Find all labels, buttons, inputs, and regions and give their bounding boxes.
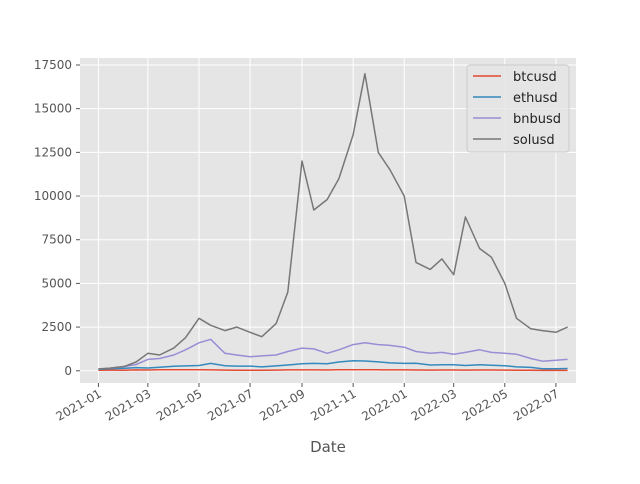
y-tick-label: 7500 <box>41 233 72 247</box>
y-tick-label: 17500 <box>34 58 72 72</box>
series-line-solusd <box>98 72 568 370</box>
x-tick-label: 2021-01 <box>54 386 104 423</box>
x-tick-label: 2022-05 <box>460 386 510 423</box>
x-axis-label: Date <box>310 438 346 456</box>
series-line-ethusd <box>98 360 568 371</box>
x-tick-label: 2021-11 <box>308 386 358 423</box>
legend-label-ethusd: ethusd <box>513 91 558 106</box>
y-tick-label: 2500 <box>41 320 72 334</box>
series-line-bnbusd <box>98 338 568 370</box>
legend-box <box>466 64 570 153</box>
legend: btcusd ethusd bnbusd solusd <box>466 64 570 153</box>
y-tick-label: 0 <box>64 364 72 378</box>
y-tick-label: 5000 <box>41 276 72 290</box>
x-tick-label: 2021-05 <box>154 386 204 423</box>
series-line-btcusd <box>98 368 568 372</box>
y-tick-label: 10000 <box>34 189 72 203</box>
y-tick-label: 15000 <box>34 102 72 116</box>
x-tick-label: 2021-09 <box>257 386 307 423</box>
legend-label-btcusd: btcusd <box>513 70 557 85</box>
legend-label-solusd: solusd <box>513 133 555 148</box>
x-tick-label: 2021-03 <box>103 386 153 423</box>
x-tick-label: 2021-07 <box>205 386 255 423</box>
y-tick-label: 12500 <box>34 145 72 159</box>
x-tick-label: 2022-07 <box>511 386 561 423</box>
legend-label-bnbusd: bnbusd <box>513 112 561 127</box>
x-tick-label: 2022-01 <box>359 386 409 423</box>
x-tick-label: 2022-03 <box>409 386 459 423</box>
